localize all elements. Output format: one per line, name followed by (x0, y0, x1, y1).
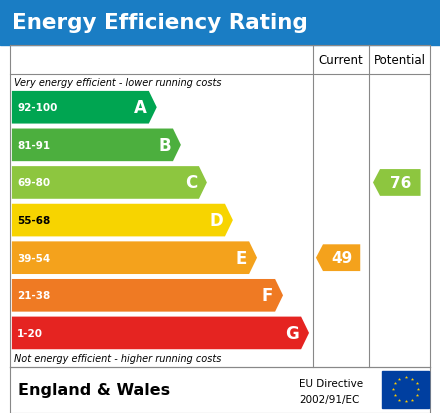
Text: 2002/91/EC: 2002/91/EC (299, 394, 359, 404)
Text: Current: Current (319, 54, 363, 67)
Polygon shape (316, 245, 360, 271)
Polygon shape (12, 204, 233, 237)
Polygon shape (12, 317, 309, 349)
Text: A: A (134, 99, 147, 117)
Text: Potential: Potential (374, 54, 426, 67)
Text: 76: 76 (389, 176, 411, 190)
Bar (382, 371, 429, 408)
Text: E: E (236, 249, 247, 267)
Polygon shape (12, 279, 283, 312)
Text: F: F (262, 287, 273, 304)
Polygon shape (12, 242, 257, 274)
Text: 49: 49 (331, 251, 352, 266)
Text: 81-91: 81-91 (17, 140, 50, 150)
Text: England & Wales: England & Wales (18, 382, 170, 397)
Text: 21-38: 21-38 (17, 291, 51, 301)
Text: B: B (158, 137, 171, 154)
Text: 55-68: 55-68 (17, 216, 51, 225)
Bar (0, 367, 440, 413)
Polygon shape (12, 92, 157, 124)
Bar (0, 0, 440, 46)
Text: G: G (286, 324, 299, 342)
Text: 92-100: 92-100 (17, 103, 58, 113)
Polygon shape (373, 170, 421, 196)
Text: C: C (185, 174, 197, 192)
Polygon shape (12, 167, 207, 199)
Text: 39-54: 39-54 (17, 253, 51, 263)
Text: D: D (209, 211, 223, 230)
Text: Not energy efficient - higher running costs: Not energy efficient - higher running co… (14, 353, 221, 363)
Polygon shape (12, 129, 181, 162)
Text: Very energy efficient - lower running costs: Very energy efficient - lower running co… (14, 78, 222, 88)
Text: Energy Efficiency Rating: Energy Efficiency Rating (12, 13, 308, 33)
Text: 1-20: 1-20 (17, 328, 43, 338)
Text: 69-80: 69-80 (17, 178, 50, 188)
Text: EU Directive: EU Directive (299, 378, 363, 388)
